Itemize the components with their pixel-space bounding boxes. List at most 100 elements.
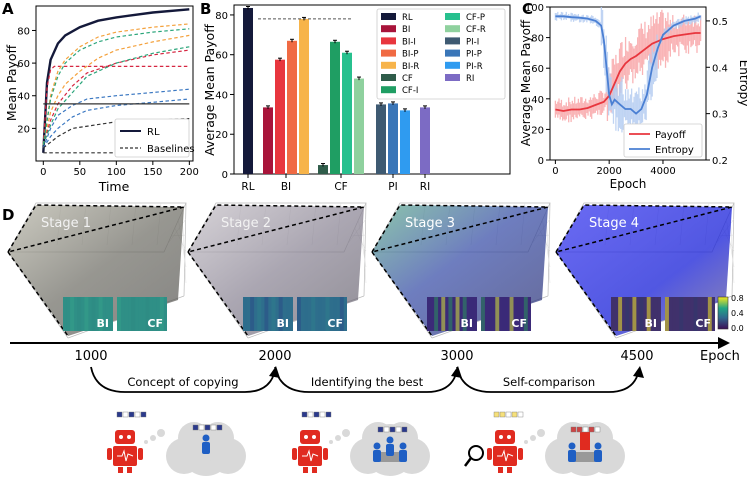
heatmap-stripe [462, 297, 467, 331]
y-tick-label: 20 [215, 130, 228, 141]
heatmap-stripe [427, 297, 431, 331]
panel-b-ylabel: Average Mean Payoff [202, 24, 217, 156]
heatmap-stripe [509, 297, 514, 331]
y2-tick-label: 0.2 [712, 156, 728, 167]
inset-label: CF [511, 317, 527, 330]
panel-b-legend: RL BI BI-I BI-P BI-R CF CF-I CF-P CF-R PI-I PI-P PI… [376, 8, 506, 100]
timeline-tick-2000: 2000 [258, 349, 291, 364]
heatmap-stripe [84, 297, 89, 331]
panel-c-x-ticks: 0 2000 4000 [552, 160, 676, 177]
legend-entry-cf-i: CF-I [402, 86, 418, 96]
panel-a: A 20 40 60 80 0 50 100 150 200 Mean Payoff Time… [2, 0, 199, 194]
panel-b-y-ticks: 0 20 40 60 80 [215, 11, 234, 181]
heatmap-stripe [700, 297, 705, 331]
panel-c-xlabel: Epoch [610, 177, 647, 191]
heatmap-stripe [105, 297, 110, 331]
panel-a-x-ticks: 0 50 100 150 200 [40, 161, 199, 178]
strip-cell [401, 426, 408, 433]
heatmap-stripe [91, 297, 96, 331]
bar-pi-r [400, 110, 410, 174]
legend-swatch [445, 13, 460, 20]
panel-c-series [555, 15, 701, 115]
x-tick-label: 0 [40, 167, 46, 178]
strategy-strip [493, 411, 524, 418]
stage-2: Stage 2 BI CF [186, 202, 367, 339]
legend-swatch [445, 61, 460, 69]
legend-entry-pi-p: PI-P [466, 50, 482, 60]
transition-arc-1 [90, 366, 275, 393]
simplex-edge [6, 204, 185, 254]
heatmap-stripe [278, 297, 283, 331]
robot-heartbeat [302, 449, 319, 462]
legend-swatch [381, 86, 396, 94]
panel-c-label: C [522, 0, 533, 18]
robot-heartbeat [497, 449, 514, 462]
strip-cell [116, 411, 123, 418]
colorbar-tick-low: 0.0 [731, 324, 744, 333]
legend-swatch [445, 37, 460, 45]
robot-arm [518, 448, 523, 460]
robot-eye [127, 435, 131, 439]
bar-pi-p [388, 103, 398, 174]
heatmap-stripe [138, 297, 143, 331]
heatmap-stripe [686, 297, 691, 331]
legend-swatch [381, 25, 396, 33]
panel-b-group-labels: RL BI CF PI RI [241, 174, 430, 193]
person-body [202, 442, 210, 454]
colorbar: 0.8 0.4 0.0 [717, 294, 744, 333]
strategy-strip [377, 426, 408, 433]
strip-cell [505, 411, 512, 418]
x-tick-label: 4000 [650, 166, 675, 177]
y-tick-label: 0 [222, 170, 228, 181]
series-entropy-line [555, 15, 701, 115]
heatmap-stripe [159, 297, 164, 331]
legend-entry-bi-p: BI-P [402, 50, 419, 60]
heatmap-stripe [639, 297, 644, 331]
thought-bubble [157, 429, 165, 437]
baseline-line [42, 98, 190, 149]
stage-title: Stage 4 [589, 216, 639, 231]
robot-arm [138, 448, 143, 460]
inset-label: CF [147, 317, 163, 330]
inset-label: BI [277, 317, 289, 330]
person-head [202, 434, 210, 442]
x-tick-label: 0 [552, 166, 558, 177]
heatmap-stripe [611, 297, 615, 331]
heatmap-stripe [693, 297, 698, 331]
legend-entry-pi-i: PI-I [466, 37, 479, 47]
simplex-edge [555, 251, 617, 337]
heatmap-stripe [455, 297, 460, 331]
legend-entry-cf-r: CF-R [466, 25, 486, 35]
strategy-strip [192, 424, 223, 431]
simplex-edge [187, 251, 249, 337]
heatmap-stripe [632, 297, 637, 331]
heatmap-stripe [318, 297, 323, 331]
legend-swatch [381, 61, 396, 69]
x-tick-label: 100 [107, 167, 126, 178]
y-tick-label: 60 [531, 64, 544, 75]
strip-cell [204, 424, 211, 431]
heatmap-stripe [495, 297, 500, 331]
legend-entry-rl: RL [402, 13, 413, 23]
stage-3: Stage 3 BI CF [370, 202, 551, 339]
panel-a-series [42, 8, 190, 154]
legend-swatch [445, 74, 460, 81]
y-tick-label: 80 [531, 34, 544, 45]
thought-bubble [335, 435, 341, 441]
robot-heartbeat [117, 449, 134, 462]
bar-pi-i [376, 104, 386, 174]
thought-bubble [150, 435, 156, 441]
panel-a-label: A [2, 0, 14, 18]
heatmap-stripe [469, 297, 474, 331]
heatmap-stripe [448, 297, 453, 331]
heatmap-stripe [250, 297, 255, 331]
strip-cell [511, 411, 518, 418]
baseline-line [42, 88, 190, 149]
y-tick-label: 40 [531, 95, 544, 106]
thought-bubble [537, 429, 545, 437]
robot-leg [303, 467, 308, 473]
panel-b-label: B [200, 0, 211, 18]
magnifier-handle [464, 457, 472, 467]
heatmap-stripe [653, 297, 658, 331]
heatmap-stripe [131, 297, 136, 331]
